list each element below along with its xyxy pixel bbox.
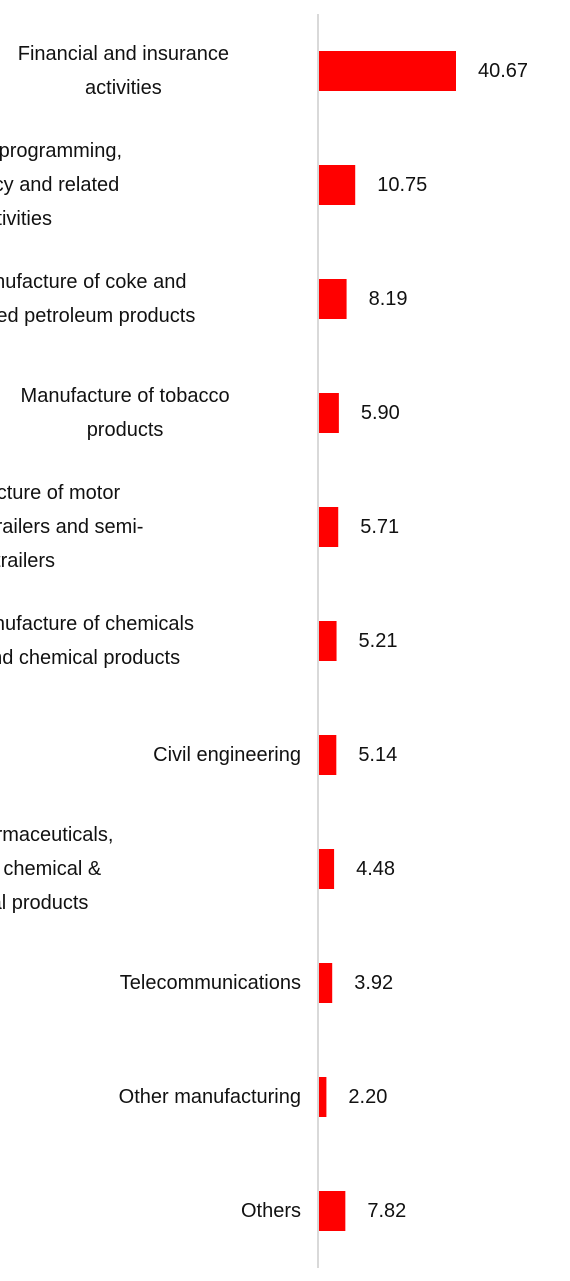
- category-label-line: Mfg of pharmaceuticals,: [0, 824, 113, 846]
- data-label: 10.75: [377, 174, 427, 196]
- bar: [319, 1191, 346, 1231]
- category-label-line: Manufacture of tobacco: [21, 385, 230, 407]
- bars-layer: [319, 51, 456, 1231]
- bar: [319, 963, 333, 1003]
- category-label-line: and chemical products: [0, 647, 180, 669]
- category-label-line: Manufacture of coke and: [0, 271, 186, 293]
- category-label-line: Financial and insurance: [18, 43, 229, 65]
- category-label-line: Other manufacturing: [119, 1086, 301, 1108]
- category-label: Others: [241, 1200, 301, 1222]
- category-label: Financial and insurance activities: [18, 43, 229, 99]
- category-labels-layer: Financial and insuranceactivitiesCompute…: [0, 43, 301, 1222]
- data-label: 8.19: [369, 288, 408, 310]
- category-label-line: Manufacture of chemicals: [0, 613, 194, 635]
- data-label: 5.14: [358, 744, 397, 766]
- bar: [319, 393, 339, 433]
- bar: [319, 165, 356, 205]
- category-label-line: Others: [241, 1200, 301, 1222]
- data-label: 3.92: [354, 972, 393, 994]
- category-label: Telecommunications: [120, 972, 301, 994]
- category-label-line: Manufacture of motor: [0, 482, 120, 504]
- data-label: 5.71: [360, 516, 399, 538]
- category-label-line: Computer programming,: [0, 140, 122, 162]
- category-label: Other manufacturing: [119, 1086, 301, 1108]
- category-label-line: products: [87, 419, 164, 441]
- category-label: Manufacture of chemicals and chemical pro…: [0, 613, 194, 669]
- bar: [319, 279, 347, 319]
- category-label: Civil engineering: [153, 744, 301, 766]
- category-label-line: activities: [85, 77, 162, 99]
- category-label: Manufacture of tobacco products: [21, 385, 230, 441]
- category-label-line: medicinal chemical &: [0, 858, 102, 880]
- data-label: 5.21: [359, 630, 398, 652]
- category-label: Manufacture of motor vehicles, trailers a…: [0, 482, 143, 572]
- category-label-line: refined petroleum products: [0, 305, 195, 327]
- category-label-line: Civil engineering: [153, 744, 301, 766]
- category-label-line: vehicles, trailers and semi-: [0, 516, 143, 538]
- bar: [319, 507, 339, 547]
- category-label-line: Telecommunications: [120, 972, 301, 994]
- data-label: 7.82: [367, 1200, 406, 1222]
- category-label: Mfg of pharmaceuticals, medicinal chemica…: [0, 824, 113, 914]
- category-label-line: activities: [0, 208, 52, 230]
- category-label: Computer programming, consultancy and rel…: [0, 140, 122, 230]
- data-label: 5.90: [361, 402, 400, 424]
- category-label-line: trailers: [0, 550, 55, 572]
- data-label: 4.48: [356, 858, 395, 880]
- data-label: 2.20: [348, 1086, 387, 1108]
- bar: [319, 621, 337, 661]
- bar: [319, 51, 456, 91]
- bar: [319, 1077, 327, 1117]
- category-label-line: botanical products: [0, 892, 88, 914]
- bar: [319, 849, 335, 889]
- data-label: 40.67: [478, 60, 528, 82]
- value-labels-layer: 40.67 10.75 8.19 5.90 5.71 5.21 5.14 4.48 3.92 2.…: [348, 60, 528, 1222]
- category-label-line: consultancy and related: [0, 174, 119, 196]
- category-label: Manufacture of coke and refined petroleum…: [0, 271, 195, 327]
- bar: [319, 735, 337, 775]
